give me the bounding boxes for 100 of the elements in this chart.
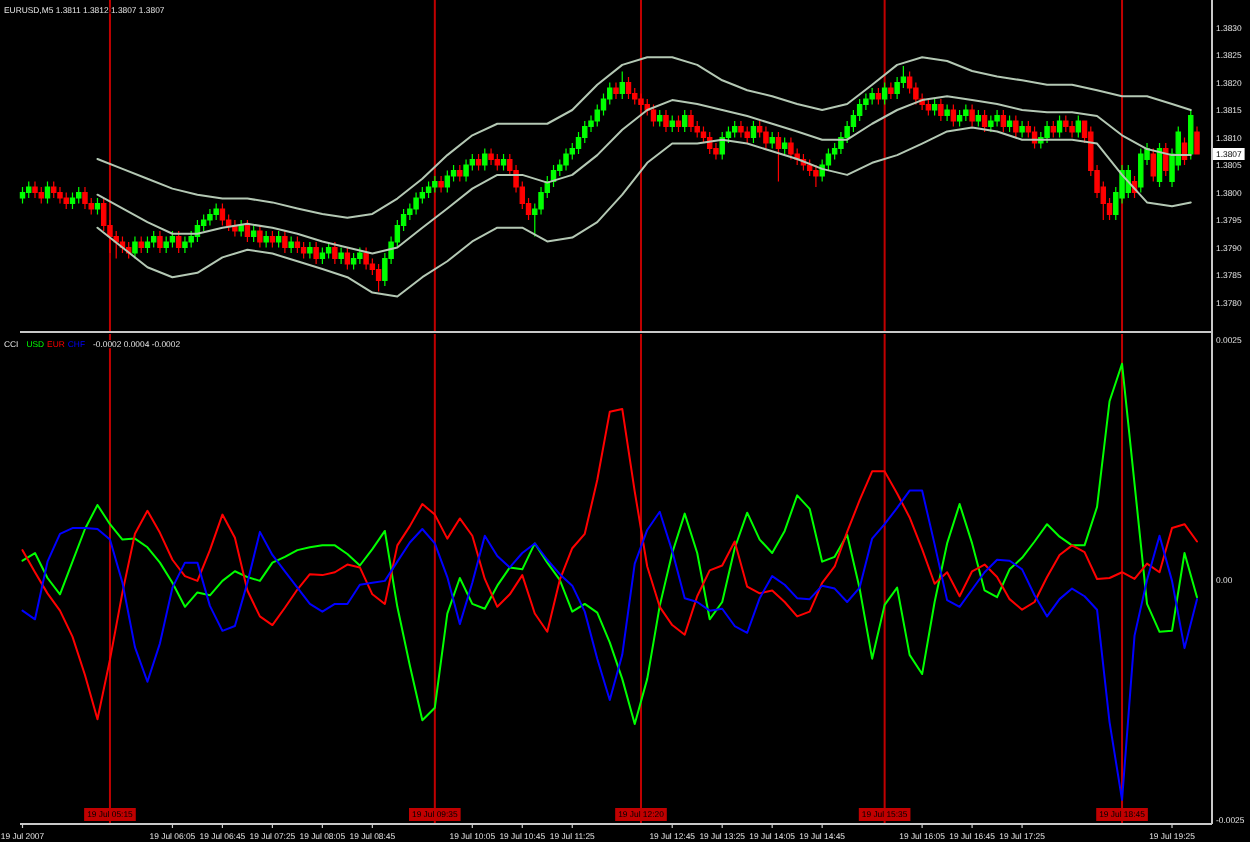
candlestick: [482, 147, 488, 172]
candlestick: [282, 230, 288, 254]
candlestick: [663, 109, 669, 133]
candlestick: [425, 180, 432, 199]
candlestick: [769, 131, 775, 150]
candlestick: [307, 241, 313, 260]
candlestick: [563, 147, 569, 172]
candlestick: [319, 246, 326, 265]
candlestick: [1063, 114, 1069, 133]
candlestick: [207, 208, 213, 227]
candlestick: [375, 263, 382, 293]
candlestick: [719, 131, 725, 161]
candlestick: [63, 191, 69, 210]
candlestick: [1194, 125, 1200, 155]
candlestick: [813, 164, 819, 188]
candlestick: [294, 235, 301, 254]
candlestick: [881, 81, 888, 106]
candlestick: [875, 87, 882, 106]
candlestick: [650, 103, 657, 128]
candlestick: [257, 224, 263, 249]
candlestick: [944, 103, 950, 122]
candlestick: [682, 109, 688, 133]
candlestick: [925, 98, 932, 117]
candlestick: [288, 235, 294, 254]
candlestick: [325, 241, 332, 260]
candlestick: [1069, 120, 1075, 139]
candlestick: [475, 153, 482, 172]
candlestick: [956, 109, 963, 128]
candlestick: [888, 81, 894, 100]
candlestick: [157, 230, 163, 254]
candlestick: [357, 246, 363, 265]
candlestick: [138, 235, 144, 254]
candlestick: [269, 230, 276, 249]
candlestick: [869, 87, 875, 106]
candlestick: [931, 98, 938, 117]
candlestick: [363, 246, 369, 271]
candlestick: [738, 120, 744, 139]
candlestick: [788, 136, 794, 161]
candlestick: [438, 175, 444, 194]
candlestick: [51, 180, 57, 199]
candlestick: [344, 246, 351, 271]
candlestick: [1019, 120, 1025, 139]
candlestick: [332, 241, 338, 265]
candlestick: [938, 98, 944, 122]
candlestick: [219, 202, 226, 227]
candlestick: [613, 81, 619, 100]
candlestick: [988, 114, 994, 133]
candlestick: [213, 202, 219, 221]
candlestick: [494, 153, 501, 172]
candlestick: [44, 180, 51, 205]
candlestick: [413, 191, 419, 216]
candlestick: [1044, 120, 1050, 144]
candlestick: [169, 230, 176, 249]
candlestick: [250, 224, 257, 243]
candlestick: [1163, 142, 1169, 177]
candlestick: [26, 180, 32, 199]
candlestick: [19, 186, 26, 205]
candlestick: [238, 219, 244, 238]
candlestick: [763, 125, 769, 150]
candlestick: [638, 92, 644, 111]
candlestick: [1000, 109, 1007, 133]
candlestick: [625, 76, 632, 100]
candlestick: [132, 235, 138, 260]
candlestick: [76, 186, 82, 205]
line-series: [21, 489, 1199, 801]
line-series: [96, 126, 1192, 298]
candlestick: [94, 197, 101, 216]
candlestick: [69, 191, 76, 210]
candlestick: [463, 158, 469, 183]
candlestick: [163, 235, 169, 254]
candlestick: [669, 114, 675, 133]
candlestick: [57, 186, 63, 205]
candlestick: [775, 131, 782, 183]
candlestick: [1006, 114, 1013, 133]
candlestick: [38, 186, 44, 205]
candlestick: [1013, 114, 1019, 139]
candlestick: [313, 241, 319, 265]
candlestick: [963, 103, 969, 122]
candlestick: [688, 109, 694, 133]
candlestick: [1138, 147, 1144, 194]
candlestick: [444, 169, 451, 194]
candlestick: [32, 180, 38, 199]
candlestick: [744, 125, 750, 144]
candlestick: [1075, 114, 1082, 139]
candlestick: [350, 252, 357, 271]
candlestick: [1188, 109, 1194, 161]
candlestick: [338, 246, 344, 265]
candlestick: [1050, 120, 1057, 139]
candlestick: [969, 103, 975, 128]
candlestick: [182, 235, 188, 254]
candlestick: [300, 241, 307, 260]
candlestick: [432, 175, 438, 194]
candlestick: [975, 109, 982, 128]
candlestick: [263, 230, 269, 249]
candlestick: [488, 147, 494, 166]
candlestick: [150, 230, 157, 249]
candlestick: [675, 114, 682, 133]
candlestick: [82, 186, 88, 210]
candlestick: [950, 103, 957, 128]
candlestick: [1056, 114, 1063, 139]
